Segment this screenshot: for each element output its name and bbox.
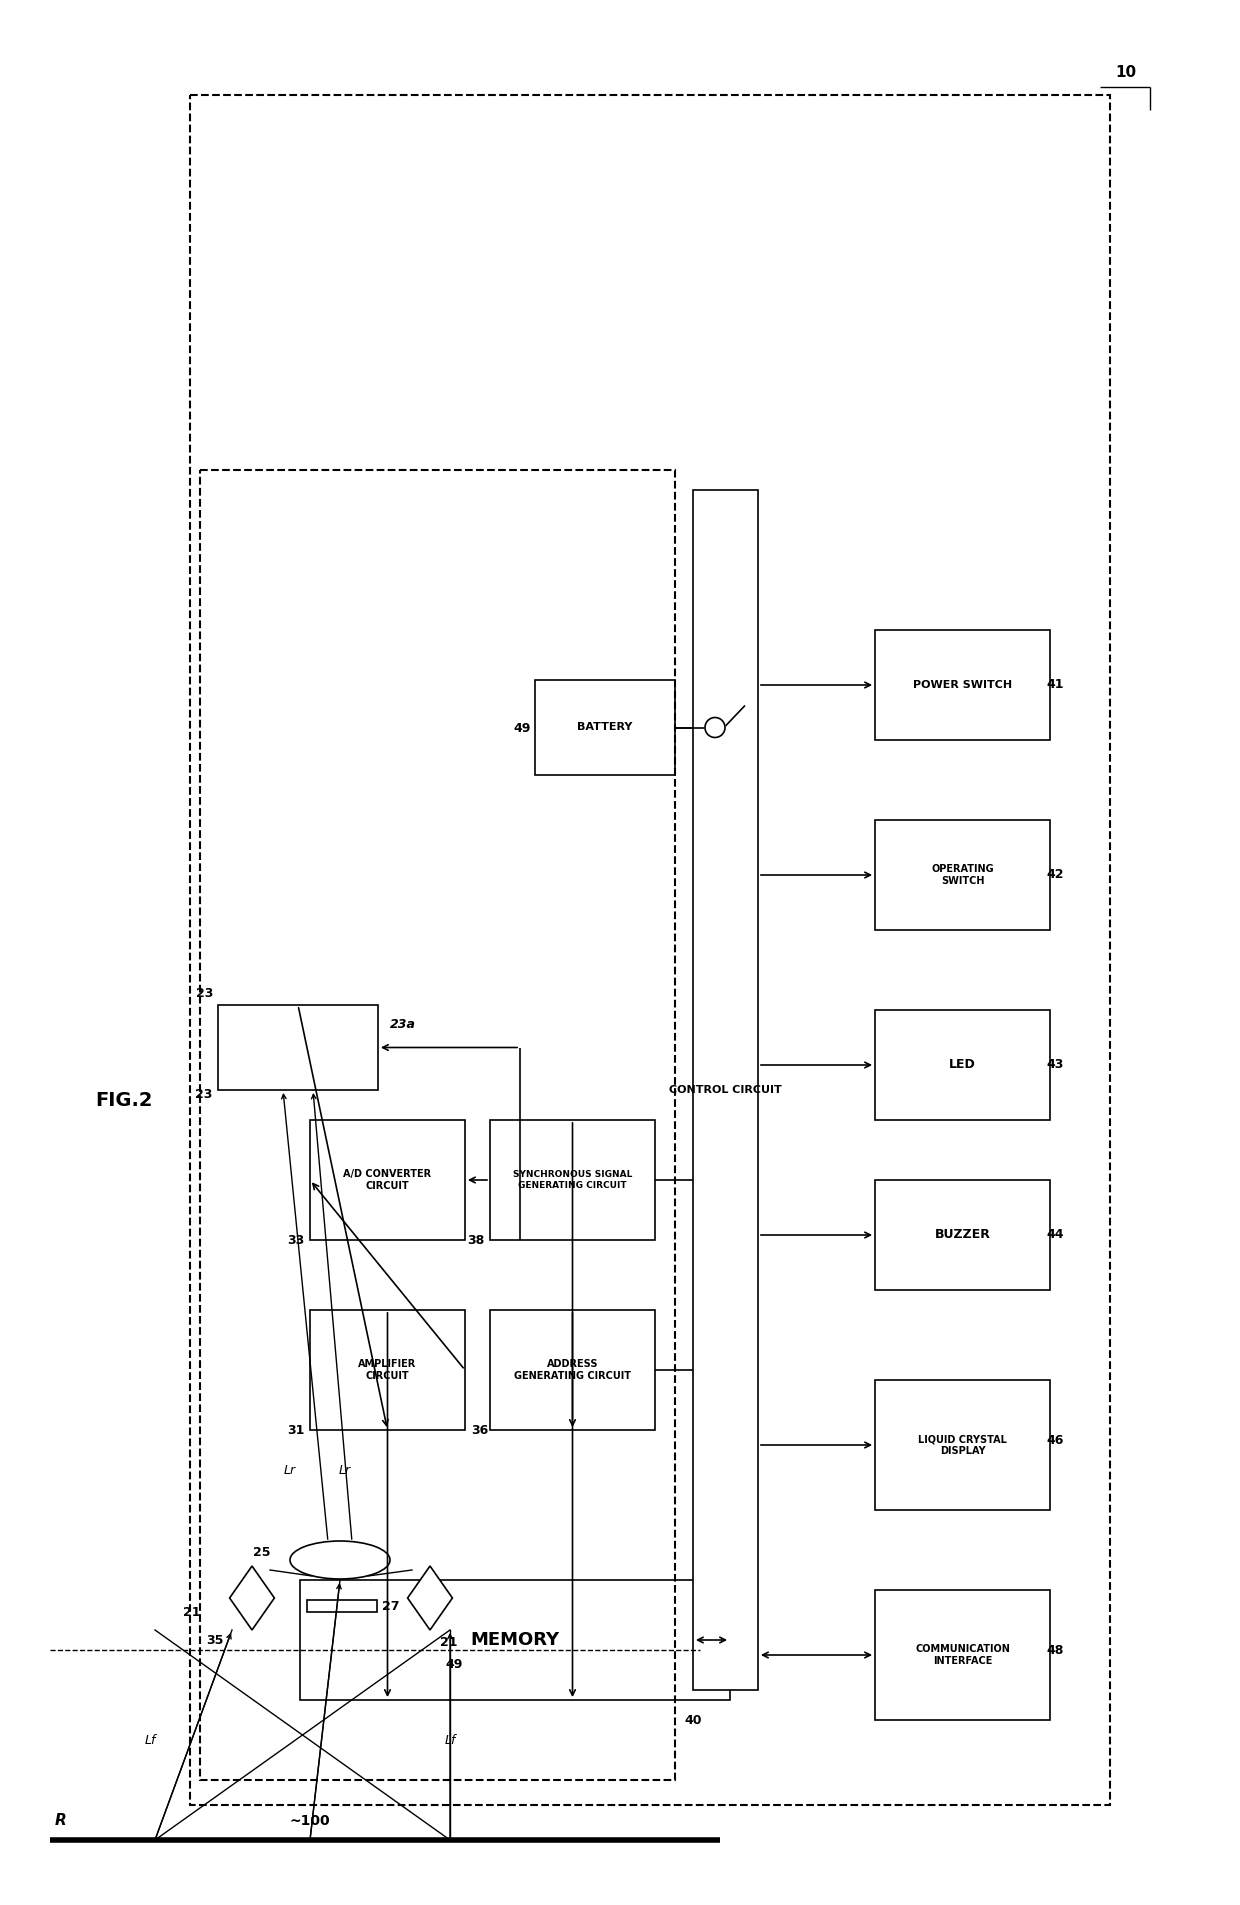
Text: 25: 25 (253, 1545, 270, 1558)
Text: BATTERY: BATTERY (578, 722, 632, 733)
Text: 33: 33 (288, 1234, 305, 1246)
Bar (310, 1311, 465, 1431)
Polygon shape (408, 1566, 453, 1631)
Text: CONTROL CIRCUIT: CONTROL CIRCUIT (670, 1086, 782, 1095)
Text: 23: 23 (196, 1088, 213, 1101)
Text: 21: 21 (182, 1606, 200, 1619)
Bar (190, 95, 1110, 1806)
Bar (875, 819, 1050, 930)
Text: COMMUNICATION
INTERFACE: COMMUNICATION INTERFACE (915, 1644, 1009, 1665)
Bar (490, 1311, 655, 1431)
Bar (200, 471, 675, 1779)
Text: A/D CONVERTER
CIRCUIT: A/D CONVERTER CIRCUIT (343, 1170, 432, 1191)
Text: 10: 10 (1115, 65, 1136, 80)
Bar (875, 1010, 1050, 1120)
Text: 21: 21 (440, 1636, 458, 1650)
Bar (693, 490, 758, 1690)
Ellipse shape (290, 1541, 391, 1579)
Text: 43: 43 (1047, 1059, 1064, 1071)
Text: 48: 48 (1047, 1644, 1064, 1657)
Text: 31: 31 (288, 1423, 305, 1436)
Text: 40: 40 (684, 1713, 702, 1726)
Bar (875, 1179, 1050, 1290)
Text: ~100: ~100 (290, 1814, 330, 1829)
Text: LED: LED (949, 1059, 976, 1071)
Text: 23: 23 (196, 987, 213, 1000)
Text: R: R (55, 1814, 67, 1829)
Text: Lf: Lf (444, 1734, 455, 1747)
Text: LIQUID CRYSTAL
DISPLAY: LIQUID CRYSTAL DISPLAY (918, 1434, 1007, 1455)
Bar (300, 1579, 730, 1699)
Text: 49: 49 (513, 722, 531, 735)
Text: 36: 36 (471, 1423, 489, 1436)
Bar (875, 631, 1050, 739)
Polygon shape (229, 1566, 274, 1631)
Text: 23a: 23a (391, 1019, 415, 1031)
Text: ADDRESS
GENERATING CIRCUIT: ADDRESS GENERATING CIRCUIT (515, 1358, 631, 1381)
Text: MEMORY: MEMORY (470, 1631, 559, 1650)
Bar (218, 1006, 378, 1090)
Bar (875, 1591, 1050, 1720)
Text: 38: 38 (467, 1234, 485, 1246)
Text: 44: 44 (1047, 1229, 1064, 1242)
Text: Lf: Lf (144, 1734, 156, 1747)
Text: 27: 27 (382, 1600, 399, 1612)
Text: SYNCHRONOUS SIGNAL
GENERATING CIRCUIT: SYNCHRONOUS SIGNAL GENERATING CIRCUIT (513, 1170, 632, 1191)
Bar (875, 1379, 1050, 1511)
Text: Lr: Lr (339, 1463, 351, 1476)
Text: AMPLIFIER
CIRCUIT: AMPLIFIER CIRCUIT (358, 1358, 417, 1381)
Bar (534, 680, 675, 775)
Text: 35: 35 (206, 1633, 223, 1646)
Bar (310, 1120, 465, 1240)
Circle shape (706, 718, 725, 737)
Text: Lr: Lr (284, 1463, 296, 1476)
Text: 42: 42 (1047, 869, 1064, 882)
Text: BUZZER: BUZZER (935, 1229, 991, 1242)
Text: POWER SWITCH: POWER SWITCH (913, 680, 1012, 690)
Text: OPERATING
SWITCH: OPERATING SWITCH (931, 865, 993, 886)
Text: 49: 49 (445, 1657, 463, 1671)
Text: 46: 46 (1047, 1433, 1064, 1446)
Text: FIG.2: FIG.2 (95, 1090, 153, 1109)
Text: 41: 41 (1047, 678, 1064, 692)
Bar (490, 1120, 655, 1240)
Bar (308, 1600, 377, 1612)
